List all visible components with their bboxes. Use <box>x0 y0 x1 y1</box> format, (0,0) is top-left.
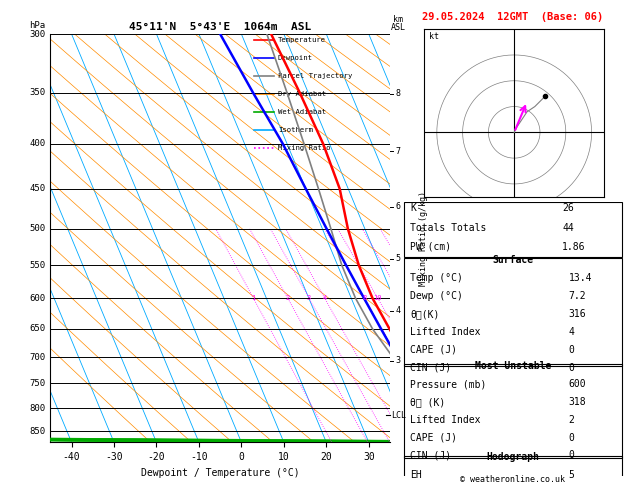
Text: © weatheronline.co.uk: © weatheronline.co.uk <box>460 475 565 484</box>
Text: 1.86: 1.86 <box>562 242 586 252</box>
Text: 6: 6 <box>395 202 400 211</box>
Bar <box>404 202 622 257</box>
Text: 700: 700 <box>29 353 45 362</box>
Text: CIN (J): CIN (J) <box>410 363 452 373</box>
Text: 600: 600 <box>29 294 45 303</box>
Text: 300: 300 <box>29 30 45 38</box>
Text: Surface: Surface <box>493 256 533 265</box>
Text: 450: 450 <box>29 184 45 193</box>
Text: Totals Totals: Totals Totals <box>410 223 487 232</box>
Text: Dewpoint: Dewpoint <box>278 55 313 61</box>
Text: 4: 4 <box>323 295 327 301</box>
Text: Mixing Ratio: Mixing Ratio <box>278 145 330 151</box>
Text: Most Unstable: Most Unstable <box>475 361 551 371</box>
Text: K: K <box>410 203 416 213</box>
Text: 7.2: 7.2 <box>569 291 586 301</box>
Text: 4: 4 <box>569 327 575 337</box>
Text: Pressure (mb): Pressure (mb) <box>410 379 487 389</box>
Text: Temp (°C): Temp (°C) <box>410 273 463 283</box>
Text: 600: 600 <box>569 379 586 389</box>
Text: Wet Adiabat: Wet Adiabat <box>278 109 326 115</box>
Text: 1: 1 <box>252 295 255 301</box>
Text: θᴄ (K): θᴄ (K) <box>410 397 445 407</box>
Text: 650: 650 <box>29 324 45 333</box>
Text: 4: 4 <box>395 306 400 315</box>
Text: 550: 550 <box>29 260 45 270</box>
Text: 750: 750 <box>29 379 45 388</box>
Text: 350: 350 <box>29 88 45 97</box>
Text: 850: 850 <box>29 427 45 436</box>
Bar <box>404 456 622 486</box>
Text: 2: 2 <box>286 295 290 301</box>
Text: 44: 44 <box>562 223 574 232</box>
Text: Dewp (°C): Dewp (°C) <box>410 291 463 301</box>
Text: θᴄ(K): θᴄ(K) <box>410 309 440 319</box>
Text: LCL: LCL <box>391 411 406 420</box>
Text: Temperature: Temperature <box>278 37 326 43</box>
Text: Dry Adiabat: Dry Adiabat <box>278 91 326 97</box>
Text: km: km <box>394 15 403 24</box>
Text: 500: 500 <box>29 225 45 233</box>
Text: CIN (J): CIN (J) <box>410 451 452 460</box>
Text: 400: 400 <box>29 139 45 148</box>
Text: 8: 8 <box>362 295 367 301</box>
Text: 3: 3 <box>395 356 400 365</box>
Text: 7: 7 <box>395 147 400 156</box>
Text: EH: EH <box>410 470 422 480</box>
Text: 10: 10 <box>374 295 382 301</box>
Text: 0: 0 <box>569 345 575 355</box>
Text: 3: 3 <box>307 295 311 301</box>
Text: 316: 316 <box>569 309 586 319</box>
Bar <box>404 258 622 366</box>
Text: Lifted Index: Lifted Index <box>410 415 481 425</box>
Text: kt: kt <box>429 33 439 41</box>
Text: CAPE (J): CAPE (J) <box>410 345 457 355</box>
Text: 13.4: 13.4 <box>569 273 593 283</box>
Text: Parcel Trajectory: Parcel Trajectory <box>278 73 352 79</box>
Text: 800: 800 <box>29 403 45 413</box>
Text: 5: 5 <box>395 254 400 263</box>
Text: PW (cm): PW (cm) <box>410 242 452 252</box>
Text: hPa: hPa <box>29 21 45 30</box>
Text: 5: 5 <box>569 470 575 480</box>
Text: ASL: ASL <box>391 23 406 32</box>
Text: Isotherm: Isotherm <box>278 127 313 133</box>
Text: 0: 0 <box>569 451 575 460</box>
Text: 29.05.2024  12GMT  (Base: 06): 29.05.2024 12GMT (Base: 06) <box>422 12 603 22</box>
Text: Mixing Ratio (g/kg): Mixing Ratio (g/kg) <box>420 191 428 286</box>
Bar <box>404 364 622 458</box>
Text: Hodograph: Hodograph <box>486 452 540 462</box>
Text: Lifted Index: Lifted Index <box>410 327 481 337</box>
Text: 26: 26 <box>562 203 574 213</box>
Title: 45°11'N  5°43'E  1064m  ASL: 45°11'N 5°43'E 1064m ASL <box>129 22 311 32</box>
Text: 318: 318 <box>569 397 586 407</box>
Text: 0: 0 <box>569 433 575 443</box>
Text: 8: 8 <box>395 89 400 98</box>
Text: CAPE (J): CAPE (J) <box>410 433 457 443</box>
X-axis label: Dewpoint / Temperature (°C): Dewpoint / Temperature (°C) <box>141 468 299 478</box>
Text: 2: 2 <box>569 415 575 425</box>
Text: 0: 0 <box>569 363 575 373</box>
